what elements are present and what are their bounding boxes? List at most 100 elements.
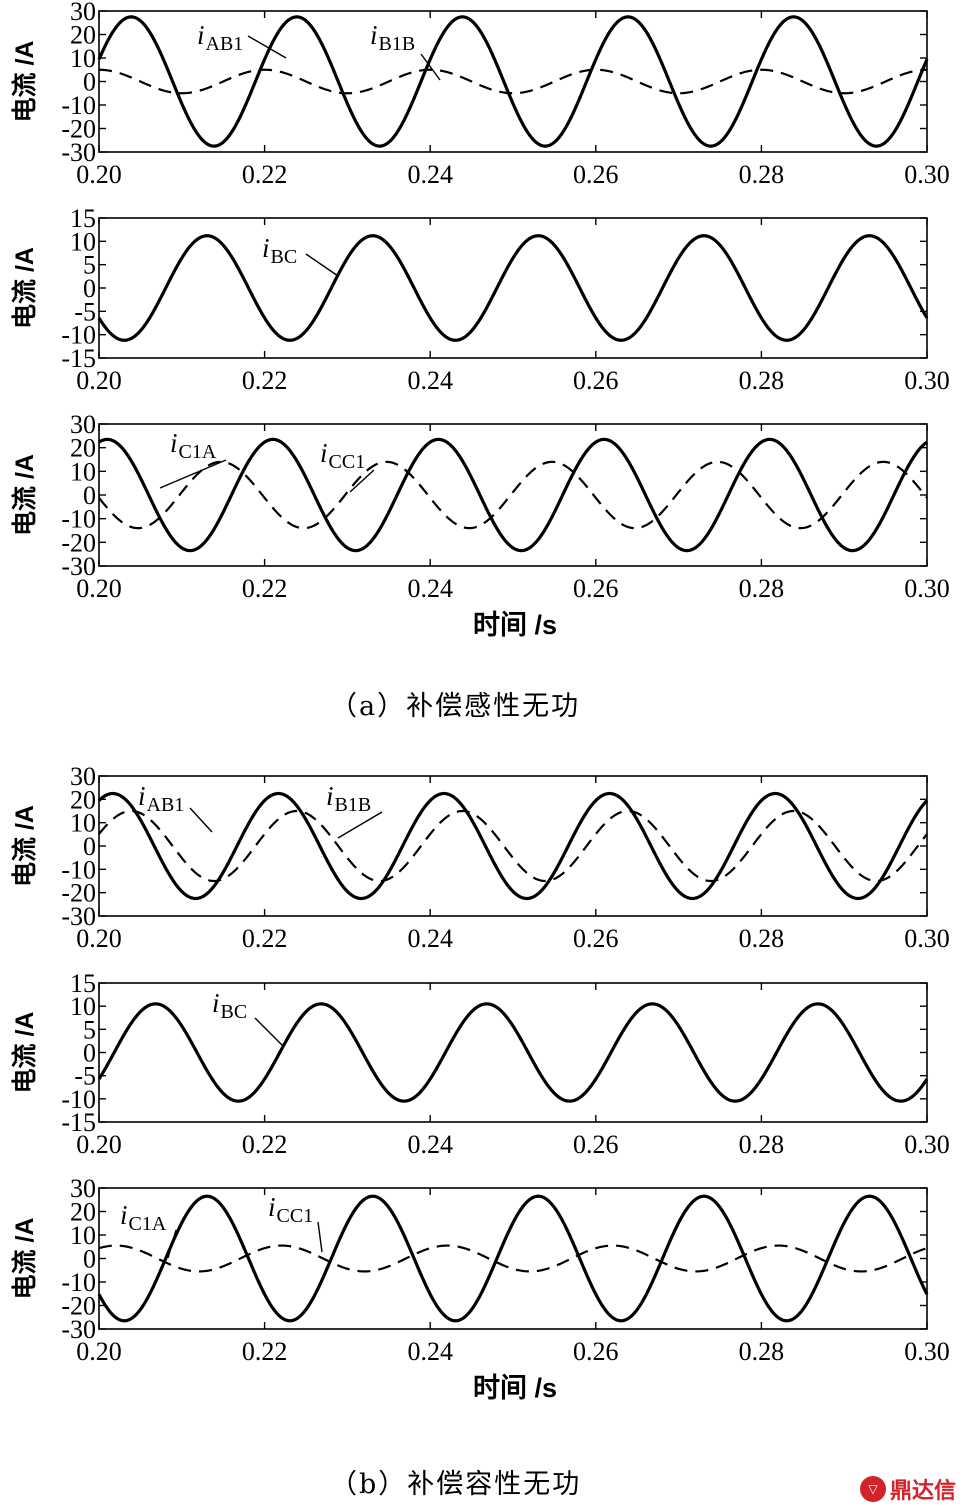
y-axis-label: 电流 /A — [11, 1012, 39, 1094]
x-tick-label: 0.24 — [407, 1130, 453, 1159]
y-axis-label: 电流 /A — [11, 41, 39, 123]
y-tick-label: 10 — [70, 1221, 96, 1250]
series-label-iC1A: iC1A — [170, 428, 217, 463]
plot-frame — [98, 217, 928, 359]
y-tick-label: 15 — [70, 204, 96, 233]
y-tick-label: 10 — [70, 992, 96, 1021]
publisher-logo: ▽ 鼎达信 — [859, 1473, 956, 1505]
series-label-iCC1: iCC1 — [320, 438, 365, 473]
series-leader-line — [337, 811, 383, 839]
chart-panel-3: 0.20 0.22 0.24 0.26 0.28 0.30 3020100-10-20-30… — [11, 410, 950, 603]
x-tick-label: 0.26 — [573, 160, 619, 189]
x-tick-label: 0.24 — [407, 924, 453, 953]
y-tick-label: -10 — [61, 91, 96, 120]
x-axis-label: 时间 /s — [473, 1373, 557, 1403]
series-leader-line — [167, 1229, 177, 1259]
y-tick-label: 0 — [83, 481, 96, 510]
series-leader-line — [317, 1221, 323, 1253]
y-tick-label: -10 — [61, 1268, 96, 1297]
x-tick-label: 0.20 — [76, 160, 122, 189]
x-tick-label: 0.28 — [739, 1130, 785, 1159]
logo-mark-icon: ▽ — [859, 1476, 886, 1502]
series-leader-line — [247, 35, 287, 59]
y-tick-label: -5 — [74, 1062, 96, 1091]
x-tick-label: 0.28 — [739, 1337, 785, 1366]
x-tick-label: 0.24 — [407, 366, 453, 395]
series-line-iAB1 — [97, 791, 929, 901]
series-leader-line — [305, 253, 339, 277]
series-leader-line — [159, 459, 227, 489]
y-tick-label: -20 — [61, 528, 96, 557]
y-tick-label: 10 — [70, 227, 96, 256]
y-tick-label: -10 — [61, 1085, 96, 1114]
series-leader-line — [189, 807, 213, 833]
x-tick-label: 0.30 — [904, 160, 950, 189]
y-tick-label: 0 — [83, 1245, 96, 1274]
x-tick-label: 0.22 — [242, 366, 288, 395]
series-leader-line — [349, 469, 375, 493]
y-tick-label: 30 — [70, 410, 96, 439]
series-label-iB1B: iB1B — [370, 20, 415, 55]
x-tick-label: 0.30 — [904, 924, 950, 953]
x-tick-label: 0.26 — [573, 574, 619, 603]
y-tick-label: -10 — [61, 855, 96, 884]
series-label-iAB1: iAB1 — [138, 781, 184, 816]
x-tick-label: 0.30 — [904, 574, 950, 603]
plot-frame — [98, 423, 928, 567]
y-tick-label: 30 — [70, 1174, 96, 1203]
y-tick-label: 10 — [70, 44, 96, 73]
series-line-iCC1 — [98, 1244, 928, 1273]
x-tick-label: 0.26 — [573, 1130, 619, 1159]
x-tick-label: 0.26 — [573, 924, 619, 953]
plot-frame — [98, 775, 928, 917]
x-tick-label: 0.26 — [573, 1337, 619, 1366]
x-tick-label: 0.22 — [242, 160, 288, 189]
x-tick-label: 0.24 — [407, 1337, 453, 1366]
y-tick-label: -5 — [74, 297, 96, 326]
x-tick-label: 0.28 — [739, 366, 785, 395]
x-tick-label: 0.28 — [739, 924, 785, 953]
chart-panel-6: 0.20 0.22 0.24 0.26 0.28 0.30 3020100-10-20-30… — [11, 1174, 950, 1366]
y-tick-label: 20 — [70, 434, 96, 463]
caption-a: （a）补偿感性无功 — [330, 691, 581, 722]
y-tick-label: -30 — [61, 902, 96, 931]
y-tick-label: -30 — [61, 1315, 96, 1344]
y-tick-label: -10 — [61, 321, 96, 350]
series-line-iB1B — [98, 809, 928, 883]
chart-panel-4: 0.20 0.22 0.24 0.26 0.28 0.30 3020100-10-20-30… — [11, 762, 950, 953]
y-tick-label: -20 — [61, 115, 96, 144]
series-label-iBC: iBC — [212, 988, 247, 1023]
y-tick-label: 0 — [83, 274, 96, 303]
series-label-iC1A: iC1A — [120, 1200, 167, 1235]
x-axis-label: 时间 /s — [473, 610, 557, 640]
x-tick-label: 0.22 — [242, 1130, 288, 1159]
series-label-iAB1: iAB1 — [197, 20, 243, 55]
y-tick-label: 20 — [70, 1198, 96, 1227]
y-tick-label: 20 — [70, 21, 96, 50]
y-tick-label: 10 — [70, 809, 96, 838]
caption-b: （b）补偿容性无功 — [330, 1469, 582, 1500]
y-axis-label: 电流 /A — [11, 454, 39, 536]
x-tick-label: 0.20 — [76, 574, 122, 603]
y-axis-label: 电流 /A — [11, 247, 39, 329]
y-axis-label: 电流 /A — [11, 805, 39, 887]
series-line-iC1A — [97, 1194, 929, 1323]
y-tick-label: 0 — [83, 68, 96, 97]
x-tick-label: 0.24 — [407, 574, 453, 603]
y-tick-label: -20 — [61, 1292, 96, 1321]
y-tick-label: -15 — [61, 344, 96, 373]
x-tick-label: 0.24 — [407, 160, 453, 189]
series-leader-line — [420, 53, 441, 81]
series-label-iBC: iBC — [262, 233, 297, 268]
y-tick-label: -10 — [61, 505, 96, 534]
series-leader-line — [254, 1017, 284, 1047]
y-tick-label: -30 — [61, 138, 96, 167]
y-tick-label: 20 — [70, 785, 96, 814]
series-line-iBC — [97, 234, 929, 342]
y-tick-label: -15 — [61, 1108, 96, 1137]
y-tick-label: -20 — [61, 879, 96, 908]
y-tick-label: 0 — [83, 832, 96, 861]
